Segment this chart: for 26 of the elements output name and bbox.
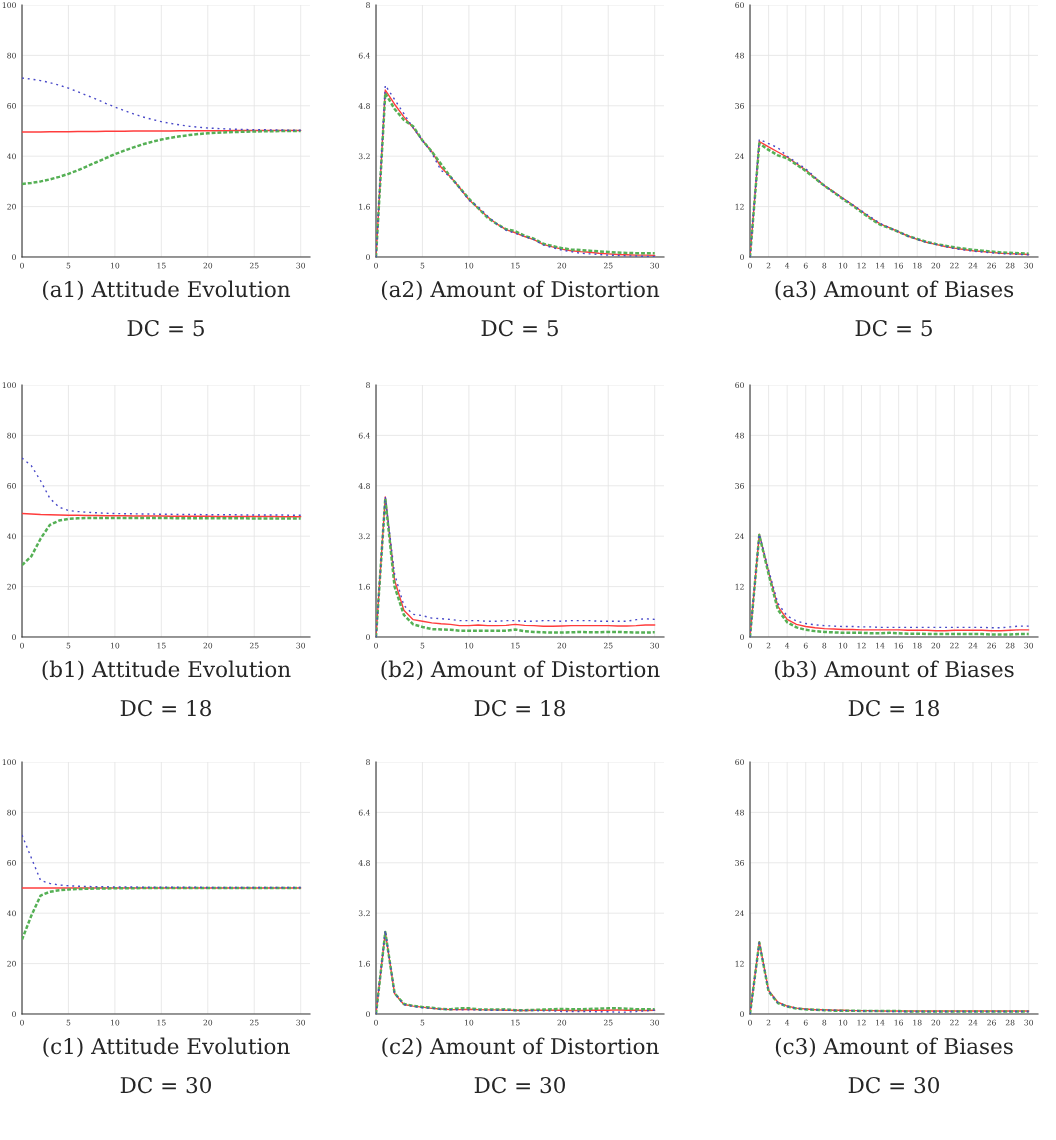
line-series xyxy=(22,516,302,567)
text: DC = 18 xyxy=(474,699,565,717)
text: (a2) Amount of Distortion xyxy=(381,280,660,301)
line-series xyxy=(22,129,302,186)
text: (c2) Amount of Distortion xyxy=(382,1037,659,1058)
line-series xyxy=(750,941,1030,1014)
text: DC = 18 xyxy=(848,699,939,717)
text: DC = 5 xyxy=(127,319,204,337)
line-series xyxy=(22,77,302,131)
text: DC = 30 xyxy=(474,1076,565,1094)
text: (a1) Attitude Evolution xyxy=(43,280,291,301)
text: DC = 5 xyxy=(855,319,932,337)
line-series xyxy=(22,834,302,889)
text: DC = 5 xyxy=(481,319,558,337)
line-series xyxy=(22,886,302,941)
text: (c3) Amount of Biases xyxy=(775,1037,1013,1058)
text: DC = 30 xyxy=(848,1076,939,1094)
line-series xyxy=(750,533,1030,637)
text: DC = 18 xyxy=(120,699,211,717)
text: (b1) Attitude Evolution xyxy=(42,660,291,681)
line-series xyxy=(22,457,302,516)
text: (b3) Amount of Biases xyxy=(775,660,1014,681)
text: (a3) Amount of Biases xyxy=(775,280,1014,301)
text: (c1) Attitude Evolution xyxy=(43,1037,290,1058)
text: DC = 30 xyxy=(120,1076,211,1094)
text: (b2) Amount of Distortion xyxy=(381,660,660,681)
